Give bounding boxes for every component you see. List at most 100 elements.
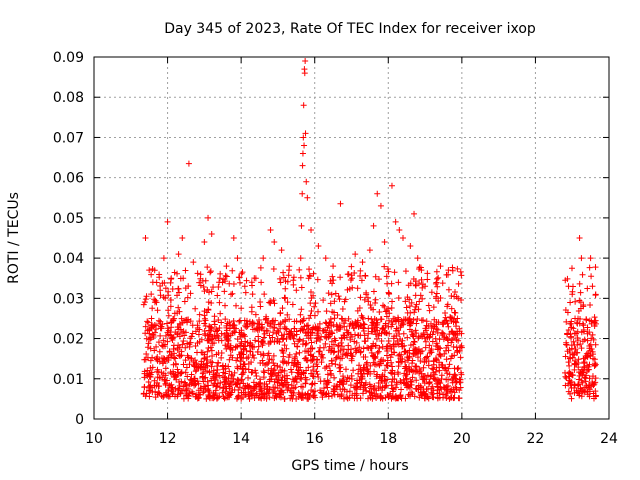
data-point <box>311 312 318 319</box>
data-point <box>210 382 217 389</box>
data-point <box>207 358 214 365</box>
data-point <box>222 370 229 377</box>
data-point <box>442 314 449 321</box>
data-point <box>578 345 585 352</box>
data-point <box>388 345 395 352</box>
data-point <box>248 279 255 286</box>
data-point <box>314 371 321 378</box>
data-point <box>230 280 237 287</box>
data-point <box>223 273 230 280</box>
data-point <box>210 373 217 380</box>
data-point <box>374 349 381 356</box>
data-point <box>176 320 183 327</box>
data-point <box>215 283 222 290</box>
data-point <box>143 371 150 378</box>
data-point <box>174 324 181 331</box>
data-point <box>342 366 349 373</box>
data-point <box>151 267 158 274</box>
data-point <box>404 334 411 341</box>
data-point <box>268 371 275 378</box>
data-point <box>200 389 207 396</box>
data-point <box>306 266 313 273</box>
data-point <box>151 296 158 303</box>
data-point <box>257 264 264 271</box>
data-point <box>329 280 336 287</box>
data-point <box>418 384 425 391</box>
data-point <box>445 267 452 274</box>
data-point <box>458 272 465 279</box>
data-point <box>448 318 455 325</box>
data-point <box>319 394 326 401</box>
data-point <box>194 339 201 346</box>
data-point <box>567 299 574 306</box>
data-point <box>204 357 211 364</box>
data-point <box>575 315 582 322</box>
data-point <box>217 310 224 317</box>
data-point <box>336 361 343 368</box>
data-point <box>405 383 412 390</box>
data-point <box>212 387 219 394</box>
data-point <box>172 371 179 378</box>
data-point <box>328 338 335 345</box>
data-point <box>331 391 338 398</box>
data-point <box>295 394 302 401</box>
data-point <box>364 359 371 366</box>
data-point <box>236 274 243 281</box>
data-point <box>581 336 588 343</box>
data-point <box>219 362 226 369</box>
data-point <box>215 317 222 324</box>
data-point <box>315 374 322 381</box>
data-point <box>184 294 191 301</box>
data-point <box>174 366 181 373</box>
data-point <box>154 368 161 375</box>
data-point <box>298 383 305 390</box>
data-point <box>384 265 391 272</box>
data-point <box>211 313 218 320</box>
data-point <box>575 308 582 315</box>
data-point <box>296 336 303 343</box>
data-point <box>352 251 359 258</box>
data-point <box>376 308 383 315</box>
data-point <box>419 348 426 355</box>
data-point <box>400 321 407 328</box>
data-point <box>274 362 281 369</box>
data-point <box>571 351 578 358</box>
data-point <box>281 331 288 338</box>
data-point <box>571 330 578 337</box>
data-point <box>565 359 572 366</box>
data-point <box>157 332 164 339</box>
data-point <box>290 274 297 281</box>
data-point <box>352 320 359 327</box>
data-point <box>281 367 288 374</box>
data-point <box>437 351 444 358</box>
data-point <box>303 357 310 364</box>
data-point <box>240 380 247 387</box>
data-point <box>406 368 413 375</box>
data-point <box>277 310 284 317</box>
data-point <box>270 317 277 324</box>
data-point <box>301 142 308 149</box>
data-point <box>348 372 355 379</box>
data-point <box>399 358 406 365</box>
x-tick-label: 14 <box>232 431 250 447</box>
data-point <box>162 382 169 389</box>
data-point <box>171 269 178 276</box>
data-point <box>332 356 339 363</box>
data-point <box>388 305 395 312</box>
data-point <box>349 321 356 328</box>
data-point <box>176 344 183 351</box>
data-point <box>583 316 590 323</box>
data-point <box>576 280 583 287</box>
data-point <box>240 361 247 368</box>
data-point <box>374 190 381 197</box>
data-point <box>298 306 305 313</box>
data-point <box>159 342 166 349</box>
data-point <box>440 391 447 398</box>
data-point <box>245 366 252 373</box>
data-point <box>306 272 313 279</box>
data-point <box>378 316 385 323</box>
data-point <box>207 327 214 334</box>
x-tick-label: 12 <box>159 431 177 447</box>
data-point <box>192 305 199 312</box>
data-point <box>306 315 313 322</box>
